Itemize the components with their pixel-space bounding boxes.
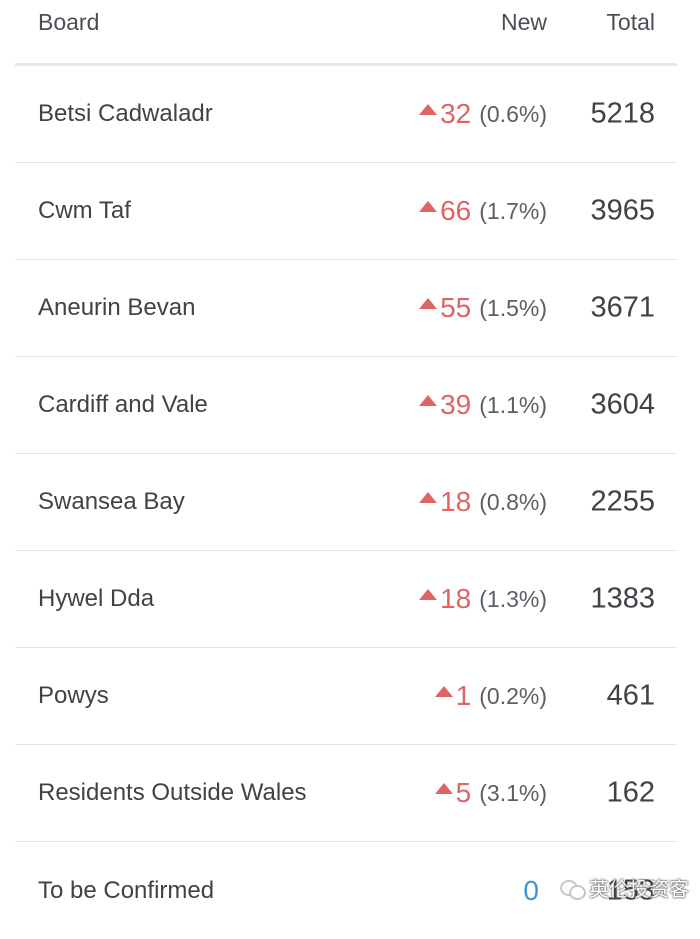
arrow-up-icon <box>419 491 438 503</box>
table-row[interactable]: Residents Outside Wales 5 (3.1%) 162 <box>15 745 677 842</box>
total-cases: 153 <box>606 874 655 906</box>
board-name: Swansea Bay <box>38 488 185 515</box>
table-row[interactable]: Powys 1 (0.2%) 461 <box>15 648 677 745</box>
total-cases: 3604 <box>590 388 655 421</box>
total-cases: 461 <box>606 679 655 712</box>
new-cases: 18 (1.3%) <box>419 583 547 615</box>
board-name: Hywel Dda <box>38 585 155 612</box>
wechat-icon <box>560 878 586 900</box>
total-cases: 2255 <box>590 485 655 518</box>
new-count: 18 <box>440 486 472 517</box>
new-percent: (1.5%) <box>479 294 547 321</box>
arrow-up-icon <box>434 685 453 697</box>
arrow-up-icon <box>419 103 438 115</box>
new-count: 1 <box>455 680 472 711</box>
table-header: Board New Total <box>15 0 677 66</box>
table-row[interactable]: Swansea Bay 18 (0.8%) 2255 <box>15 454 677 551</box>
board-name: Betsi Cadwaladr <box>38 100 213 127</box>
health-board-table: Board New Total Betsi Cadwaladr 32 (0.6%… <box>15 0 677 939</box>
board-name: To be Confirmed <box>38 876 215 904</box>
board-name: Cwm Taf <box>38 197 131 224</box>
new-count: 39 <box>440 389 472 420</box>
new-percent: (1.3%) <box>479 585 547 612</box>
table-row[interactable]: Betsi Cadwaladr 32 (0.6%) 5218 <box>15 66 677 163</box>
table-row[interactable]: Cwm Taf 66 (1.7%) 3965 <box>15 163 677 260</box>
new-percent: (0.2%) <box>479 682 547 709</box>
new-count: 18 <box>440 583 472 614</box>
total-cases: 1383 <box>590 582 655 615</box>
arrow-up-icon <box>434 782 453 794</box>
new-count: 32 <box>440 98 472 129</box>
column-header-total[interactable]: Total <box>606 9 655 35</box>
board-name: Powys <box>38 682 109 709</box>
total-cases: 162 <box>606 776 655 809</box>
arrow-up-icon <box>419 200 438 212</box>
column-header-board[interactable]: Board <box>38 9 100 35</box>
new-cases: 32 (0.6%) <box>419 98 547 130</box>
new-percent: (0.8%) <box>479 488 547 515</box>
new-percent: (1.1%) <box>479 391 547 418</box>
new-count: 55 <box>440 292 472 323</box>
total-cases: 5218 <box>590 97 655 130</box>
arrow-up-icon <box>419 297 438 309</box>
board-name: Residents Outside Wales <box>38 779 307 806</box>
new-cases: 55 (1.5%) <box>419 292 547 324</box>
new-cases: 5 (3.1%) <box>434 777 547 809</box>
arrow-up-icon <box>419 588 438 600</box>
table-row[interactable]: Aneurin Bevan 55 (1.5%) 3671 <box>15 260 677 357</box>
watermark-text: 英伦投资客 <box>589 877 689 901</box>
new-cases: 39 (1.1%) <box>419 389 547 421</box>
column-header-new[interactable]: New <box>500 9 547 35</box>
new-percent: (3.1%) <box>479 779 547 806</box>
table-row[interactable]: Cardiff and Vale 39 (1.1%) 3604 <box>15 357 677 454</box>
new-cases: 66 (1.7%) <box>419 195 547 227</box>
new-count: 0 <box>523 874 539 906</box>
new-cases: 18 (0.8%) <box>419 486 547 518</box>
new-cases: 0 <box>523 875 547 907</box>
new-count: 66 <box>440 195 472 226</box>
arrow-up-icon <box>419 394 438 406</box>
new-count: 5 <box>455 777 472 808</box>
table-row[interactable]: To be Confirmed 0 153 <box>15 842 677 939</box>
board-name: Cardiff and Vale <box>38 391 208 418</box>
new-percent: (0.6%) <box>479 100 547 127</box>
new-percent: (1.7%) <box>479 197 547 224</box>
total-cases: 3965 <box>590 194 655 227</box>
board-name: Aneurin Bevan <box>38 294 196 321</box>
table-row[interactable]: Hywel Dda 18 (1.3%) 1383 <box>15 551 677 648</box>
total-cases: 3671 <box>590 291 655 324</box>
watermark: 英伦投资客 <box>560 873 689 902</box>
new-cases: 1 (0.2%) <box>434 680 547 712</box>
